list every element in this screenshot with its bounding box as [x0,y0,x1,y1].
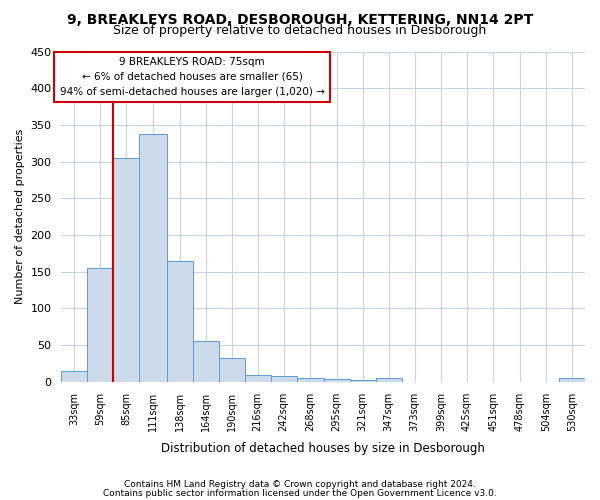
Bar [376,378,402,382]
Bar [271,376,296,382]
Bar [245,375,271,382]
Bar [350,380,376,382]
Text: 9 BREAKLEYS ROAD: 75sqm
← 6% of detached houses are smaller (65)
94% of semi-det: 9 BREAKLEYS ROAD: 75sqm ← 6% of detached… [59,57,325,96]
Text: Size of property relative to detached houses in Desborough: Size of property relative to detached ho… [113,24,487,37]
Bar [218,358,245,382]
Bar [139,134,167,382]
Bar [167,260,193,382]
Bar [113,158,139,382]
Bar [61,371,88,382]
Bar [88,268,113,382]
X-axis label: Distribution of detached houses by size in Desborough: Distribution of detached houses by size … [161,442,485,455]
Bar [324,379,350,382]
Text: Contains HM Land Registry data © Crown copyright and database right 2024.: Contains HM Land Registry data © Crown c… [124,480,476,489]
Bar [296,378,324,382]
Y-axis label: Number of detached properties: Number of detached properties [15,129,25,304]
Bar [193,342,218,382]
Text: Contains public sector information licensed under the Open Government Licence v3: Contains public sector information licen… [103,489,497,498]
Bar [559,378,585,382]
Text: 9, BREAKLEYS ROAD, DESBOROUGH, KETTERING, NN14 2PT: 9, BREAKLEYS ROAD, DESBOROUGH, KETTERING… [67,12,533,26]
